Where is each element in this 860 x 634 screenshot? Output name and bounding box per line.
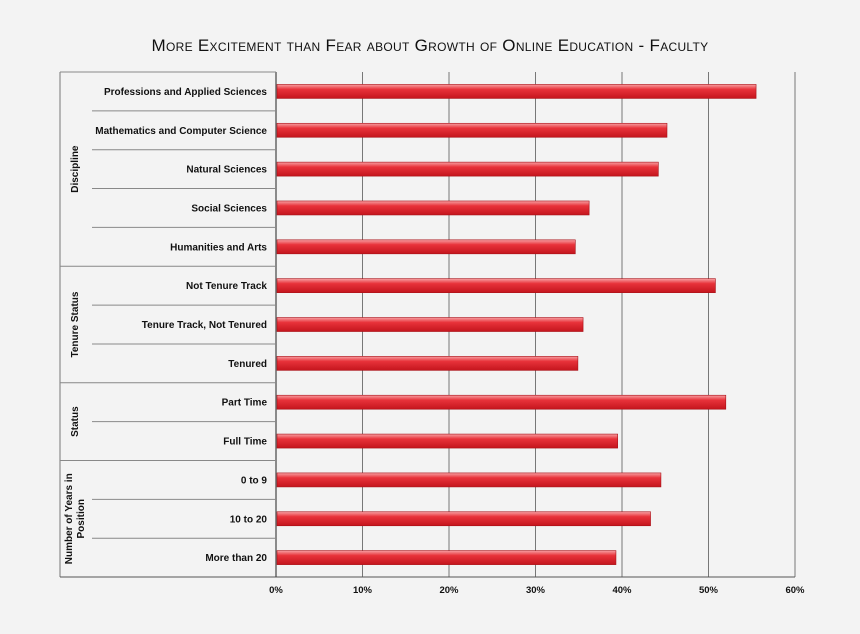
bar	[276, 122, 668, 138]
category-label: Natural Sciences	[186, 165, 267, 176]
chart-title: More Excitement than Fear about Growth o…	[151, 36, 709, 55]
x-tick-label: 0%	[269, 585, 283, 596]
bar	[276, 239, 576, 255]
bar	[276, 550, 617, 565]
category-label: Humanities and Arts	[170, 242, 267, 253]
group-label: Number of Years in Position	[64, 473, 87, 564]
x-tick-label: 10%	[353, 585, 373, 596]
bar	[276, 433, 618, 449]
group-label-text: Tenure Status	[70, 291, 81, 357]
bar	[276, 161, 659, 177]
plot-frame	[59, 71, 795, 578]
category-label: Tenure Track, Not Tenured	[142, 320, 267, 331]
group-labels: Discipline Tenure Status Status Number of Y…	[64, 145, 87, 564]
bar	[276, 317, 584, 332]
category-labels: Professions and Applied Sciences Mathemat…	[95, 87, 267, 564]
category-label: 0 to 9	[241, 475, 268, 486]
bar	[276, 200, 590, 216]
x-tick-label: 50%	[699, 585, 719, 596]
bar	[276, 356, 579, 371]
group-label: Tenure Status	[70, 291, 81, 357]
x-axis-ticks: 0% 10% 20% 30% 40% 50% 60%	[269, 585, 805, 596]
group-label-text: Status	[70, 406, 81, 437]
x-tick-label: 30%	[526, 585, 546, 596]
group-label-text: Number of Years in	[64, 473, 75, 564]
bars	[276, 84, 757, 565]
bar	[276, 511, 651, 527]
category-label: Mathematics and Computer Science	[95, 126, 267, 137]
bar	[276, 472, 662, 488]
x-tick-label: 60%	[785, 585, 805, 596]
x-tick-label: 40%	[612, 585, 632, 596]
group-label: Status	[70, 406, 81, 437]
group-label-text: Position	[76, 499, 87, 538]
category-label: More than 20	[205, 553, 267, 564]
bar	[276, 394, 727, 410]
group-label: Discipline	[70, 145, 81, 193]
category-label: Part Time	[222, 398, 268, 409]
group-label-text: Discipline	[70, 145, 81, 193]
bar	[276, 84, 757, 99]
x-tick-label: 20%	[439, 585, 459, 596]
bar	[276, 278, 716, 293]
category-label: 10 to 20	[230, 514, 268, 525]
category-label: Full Time	[223, 437, 267, 448]
category-label: Professions and Applied Sciences	[104, 87, 267, 98]
category-label: Tenured	[228, 359, 267, 370]
category-label: Not Tenure Track	[186, 281, 267, 292]
category-label: Social Sciences	[191, 203, 267, 214]
